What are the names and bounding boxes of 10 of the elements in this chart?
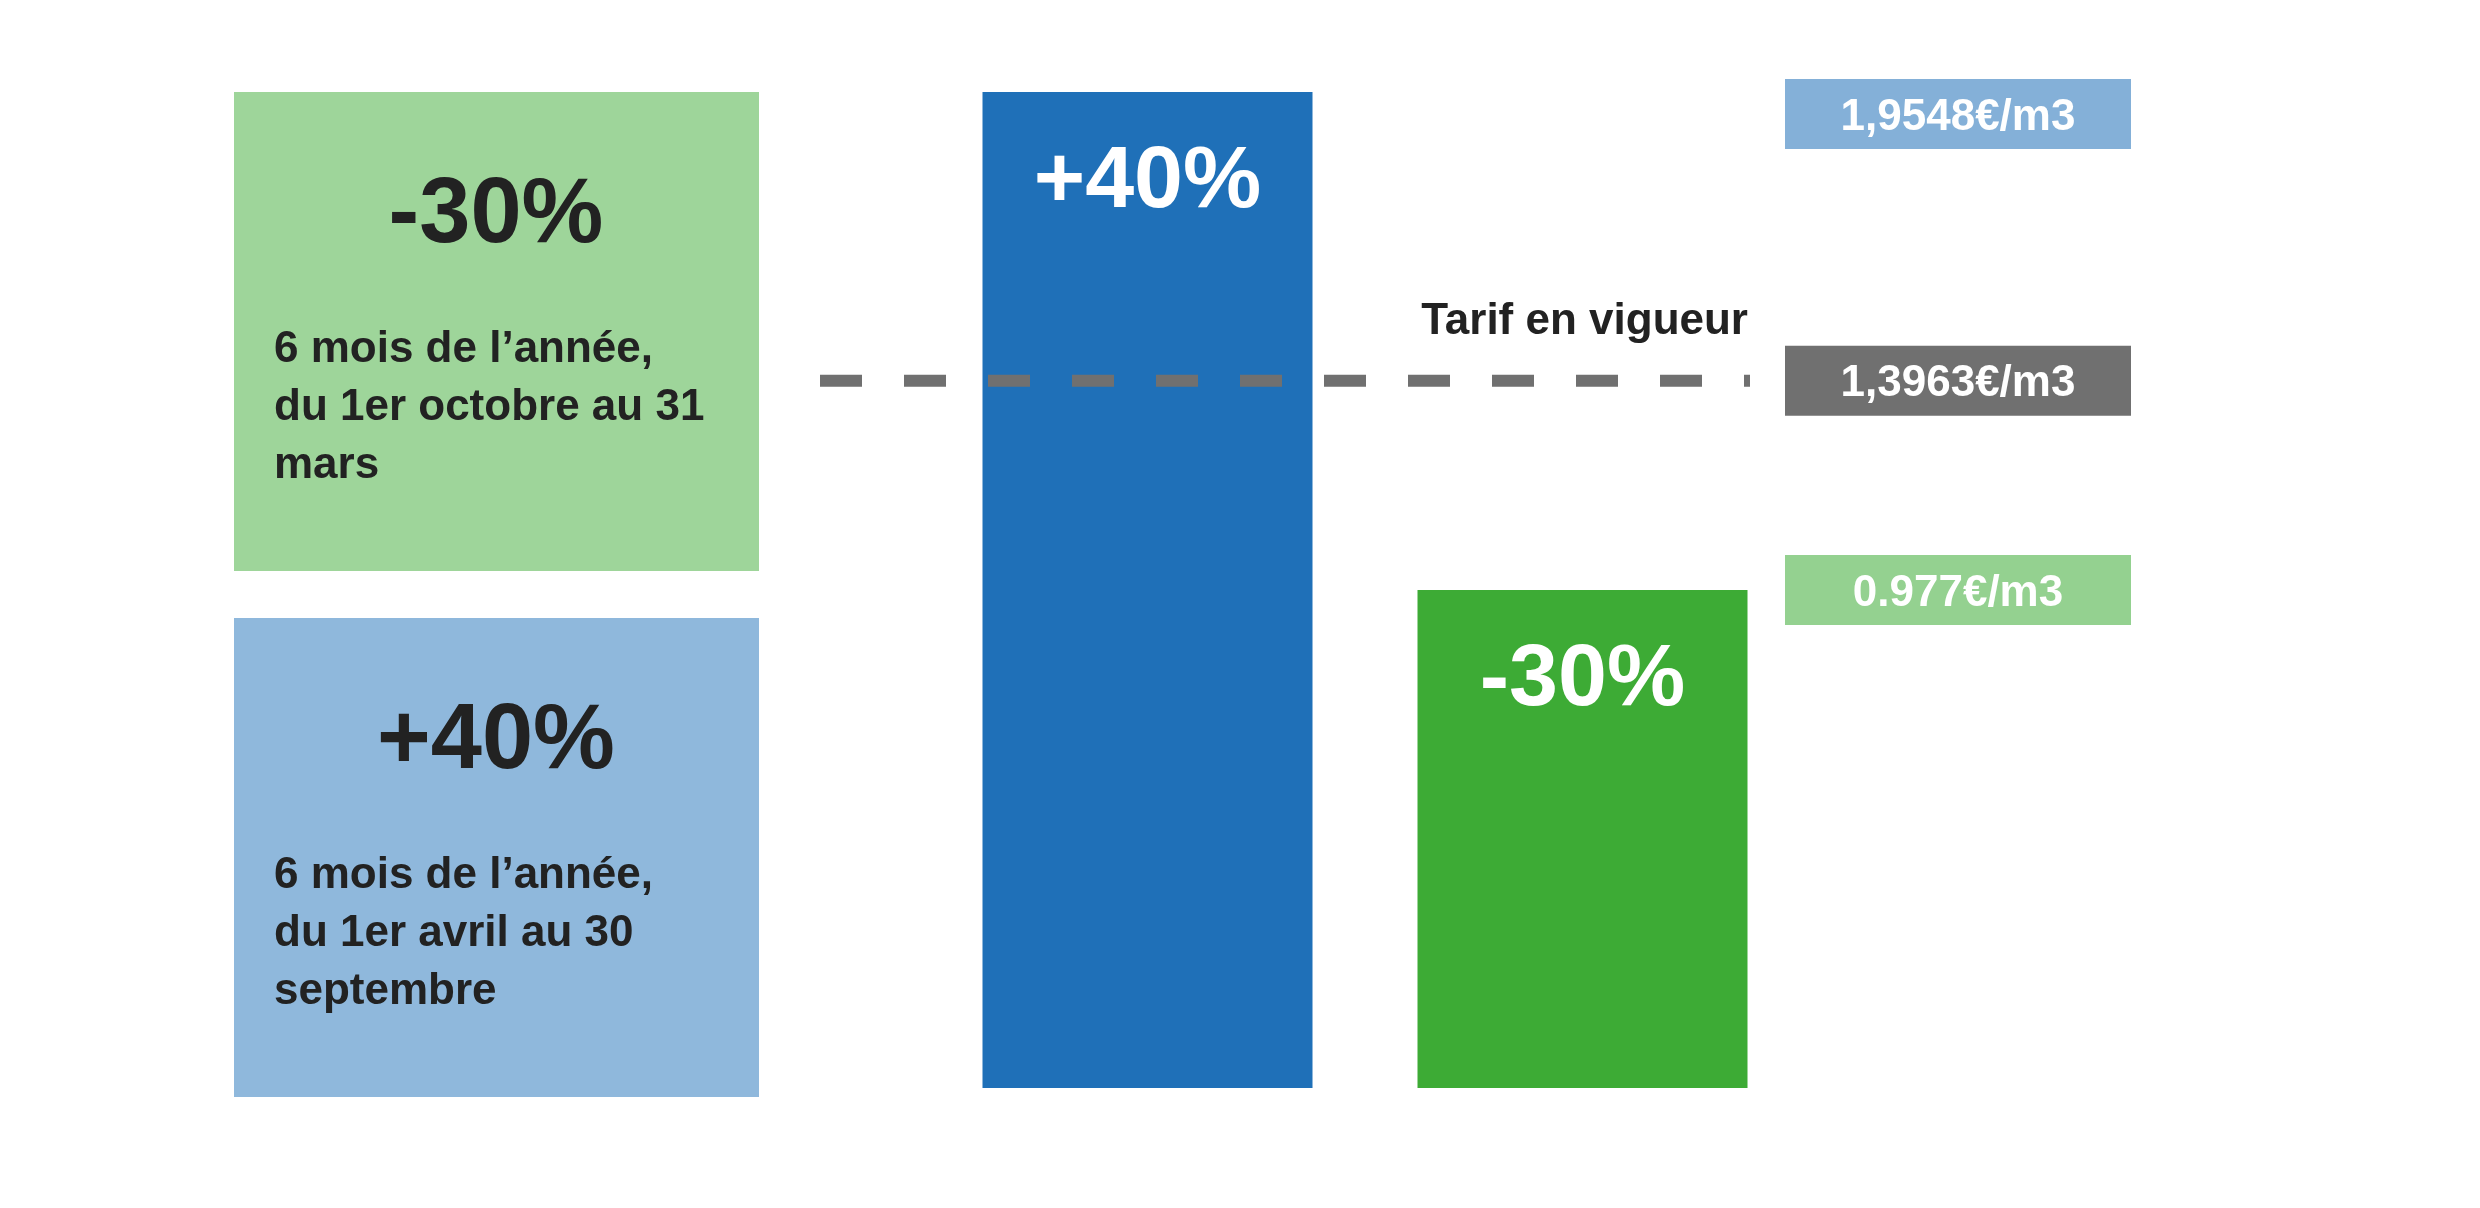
text: -30% xyxy=(388,159,604,261)
text: +40% xyxy=(377,685,615,787)
text: 6 mois de l’année, du 1er avril au 30 septembre xyxy=(274,847,666,1013)
ref-line-label: Tarif en vigueur xyxy=(1421,294,1748,344)
text: 6 mois de l’année, du 1er octobre au 31 mars xyxy=(274,321,717,487)
text: 0.977€/m3 xyxy=(1852,565,2064,615)
annotation: -30% xyxy=(1479,624,1686,724)
annotation: +40% xyxy=(1033,126,1262,226)
text: 1,3963€/m3 xyxy=(1840,356,2076,406)
text: 1,9548€/m3 xyxy=(1840,89,2076,139)
